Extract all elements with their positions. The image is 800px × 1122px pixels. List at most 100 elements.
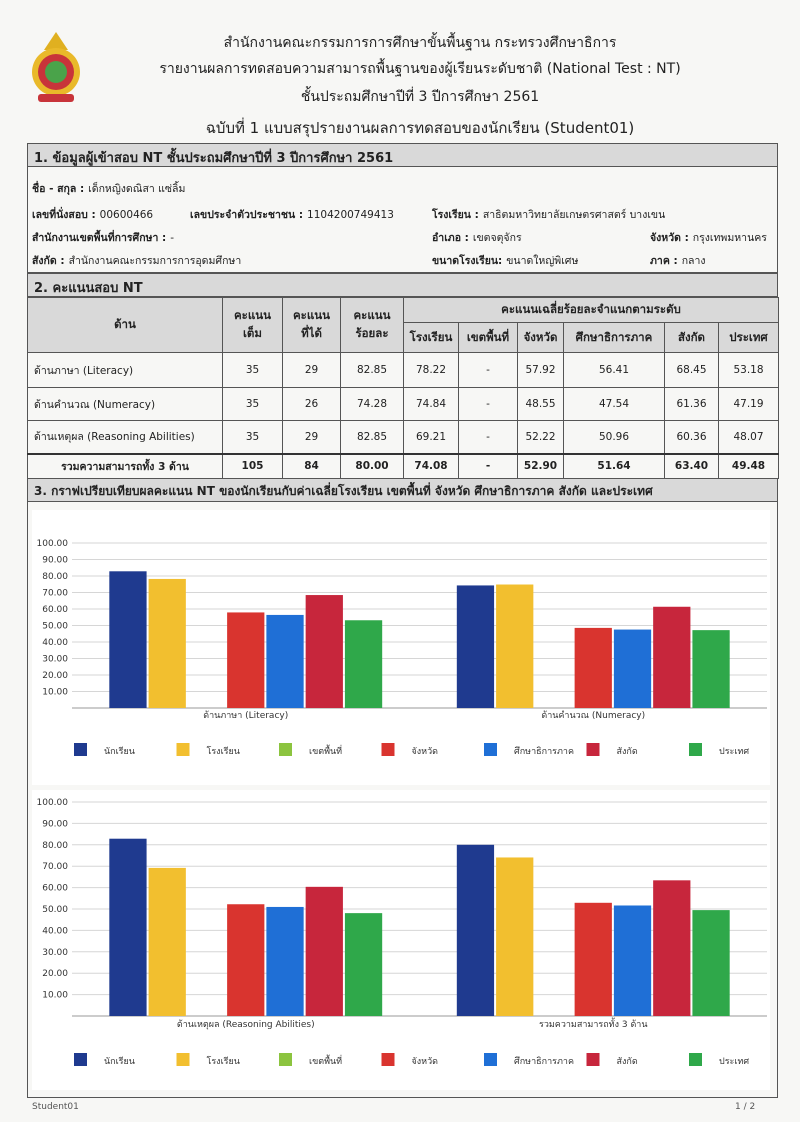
header-line: สำนักงานคณะกรรมการการศึกษาขั้นพื้นฐาน กร… — [223, 35, 617, 51]
legend-swatch — [586, 743, 600, 756]
legend-swatch — [586, 1053, 600, 1066]
bar-chart: 10.00 20.00 30.00 40.00 50.00 60.00 70.00 80.00… — [32, 510, 770, 785]
field-label: ขนาดโรงเรียน: — [432, 255, 503, 267]
score-cell: 69.21 — [403, 420, 459, 454]
legend-label: สังกัด — [617, 747, 638, 757]
y-tick-label: 60.00 — [42, 884, 68, 894]
bar-chart: 10.00 20.00 30.00 40.00 50.00 60.00 70.00 80.00… — [32, 790, 770, 1090]
column-header: โรงเรียน — [403, 322, 459, 353]
score-cell: 52.22 — [517, 420, 564, 454]
bar — [692, 910, 730, 1016]
field-label: เลขประจำตัวประชาชน : — [190, 209, 304, 221]
score-table: ด้าน คะแนน เต็ม คะแนน ที่ได้ คะแนน ร้อยละ คะแนน… — [27, 297, 780, 479]
legend-label: ศึกษาธิการภาค — [514, 1056, 574, 1067]
legend-label: ศึกษาธิการภาค — [514, 746, 574, 757]
column-header: ด้าน — [27, 297, 223, 353]
score-cell: 47.19 — [717, 387, 780, 421]
footer-left: Student01 — [32, 1102, 79, 1112]
field-label: สังกัด : — [32, 255, 65, 267]
score-cell: - — [458, 452, 518, 479]
legend-swatch — [381, 1053, 395, 1066]
x-tick-label: ด้านภาษา (Literacy) — [203, 710, 288, 721]
score-row: ด้านคำนวณ (Numeracy) 35 26 74.28 74.84-48.55… — [27, 387, 780, 421]
info-field: เลขประจำตัวประชาชน :1104200749413 — [190, 206, 394, 223]
score-cell: 51.64 — [563, 452, 665, 479]
bar — [227, 612, 265, 708]
score-cell: 53.18 — [717, 352, 780, 388]
column-header: ศึกษาธิการภาค — [563, 322, 665, 353]
score-cell: 82.85 — [340, 420, 404, 454]
legend-label: นักเรียน — [104, 1056, 135, 1067]
score-cell: 35 — [222, 387, 283, 421]
bar — [148, 578, 186, 708]
field-label: จังหวัด : — [650, 232, 689, 244]
score-cell: - — [458, 420, 518, 454]
info-field: สังกัด : สำนักงานคณะกรรมการการอุดมศึกษา — [32, 252, 241, 269]
column-header: คะแนนเต็ม — [222, 297, 283, 353]
info-field: เลขที่นั่งสอบ :00600466 — [32, 206, 153, 223]
score-row: ด้านภาษา (Literacy) 35 29 82.85 78.22-57.92 5… — [27, 352, 780, 388]
bar — [148, 867, 186, 1016]
legend-label: ประเทศ — [719, 1057, 749, 1067]
score-cell: 57.92 — [517, 352, 564, 388]
field-value: กรุงเทพมหานคร — [692, 232, 767, 244]
header-text: ร้อยละ — [355, 326, 389, 340]
y-tick-label: 40.00 — [42, 926, 68, 936]
bar — [344, 913, 383, 1016]
score-cell: 50.96 — [563, 420, 665, 454]
field-value: 00600466 — [99, 209, 154, 221]
field-value: สาธิตมหาวิทยาลัยเกษตรศาสตร์ บางเขน — [482, 209, 666, 221]
field-value: 1104200749413 — [307, 209, 394, 221]
legend-label: เขตพื้นที่ — [309, 1054, 342, 1067]
legend-label: ประเทศ — [719, 747, 749, 757]
column-header: ประเทศ — [717, 322, 780, 353]
score-cell: 47.54 — [563, 387, 665, 421]
bar — [456, 585, 495, 708]
header-text: ด้าน — [114, 317, 136, 331]
score-cell: ด้านเหตุผล (Reasoning Abilities) — [27, 420, 223, 454]
header-text: คะแนน — [353, 308, 391, 322]
bar — [109, 838, 147, 1016]
legend-swatch — [176, 1053, 190, 1066]
score-cell: 35 — [222, 420, 283, 454]
score-cell: 29 — [282, 420, 341, 454]
info-field: โรงเรียน : สาธิตมหาวิทยาลัยเกษตรศาสตร์ บา… — [432, 206, 665, 223]
score-cell: รวมความสามารถทั้ง 3 ด้าน — [27, 452, 223, 479]
info-field: ขนาดโรงเรียน: ขนาดใหญ่พิเศษ — [432, 252, 578, 269]
score-cell: - — [458, 387, 518, 421]
score-cell: 68.45 — [664, 352, 719, 388]
score-cell: 80.00 — [340, 452, 404, 479]
info-field: สำนักงานเขตพื้นที่การศึกษา :- — [32, 229, 174, 246]
header-text: เต็ม — [243, 326, 262, 340]
legend-swatch — [176, 743, 190, 756]
field-value: เขตจตุจักร — [472, 232, 522, 244]
legend-label: นักเรียน — [104, 746, 135, 757]
group-header: คะแนนเฉลี่ยร้อยละจำแนกตามระดับ — [402, 297, 780, 323]
bar — [305, 595, 343, 708]
field-value: เด็กหญิงดณิสา แซ่ลิ้ม — [88, 183, 186, 195]
bar — [266, 614, 304, 708]
field-label: โรงเรียน : — [432, 209, 479, 221]
score-cell: 63.40 — [664, 452, 719, 479]
section-title: 2. คะแนนสอบ NT — [27, 273, 778, 297]
legend-swatch — [279, 743, 292, 756]
x-tick-label: ด้านเหตุผล (Reasoning Abilities) — [177, 1019, 315, 1030]
field-label: สำนักงานเขตพื้นที่การศึกษา : — [32, 232, 167, 244]
legend-swatch — [484, 743, 497, 756]
legend-swatch — [689, 1053, 702, 1066]
column-header: คะแนน ที่ได้ — [282, 297, 341, 353]
header-text: คะแนน — [233, 308, 271, 322]
score-cell: 74.08 — [403, 452, 459, 479]
info-field: ภาค : กลาง — [650, 252, 706, 269]
field-label: ภาค : — [650, 255, 678, 267]
field-value: สำนักงานคณะกรรมการการอุดมศึกษา — [68, 255, 242, 267]
y-tick-label: 30.00 — [42, 948, 68, 958]
header-line: ฉบับที่ 1 แบบสรุปรายงานผลการทดสอบของนักเ… — [205, 119, 635, 137]
y-tick-label: 50.00 — [42, 622, 68, 632]
bar — [227, 904, 265, 1016]
y-tick-label: 60.00 — [42, 605, 68, 615]
y-tick-label: 70.00 — [42, 589, 68, 599]
y-tick-label: 70.00 — [42, 862, 68, 872]
bar — [692, 630, 730, 708]
score-cell: ด้านคำนวณ (Numeracy) — [27, 387, 223, 421]
